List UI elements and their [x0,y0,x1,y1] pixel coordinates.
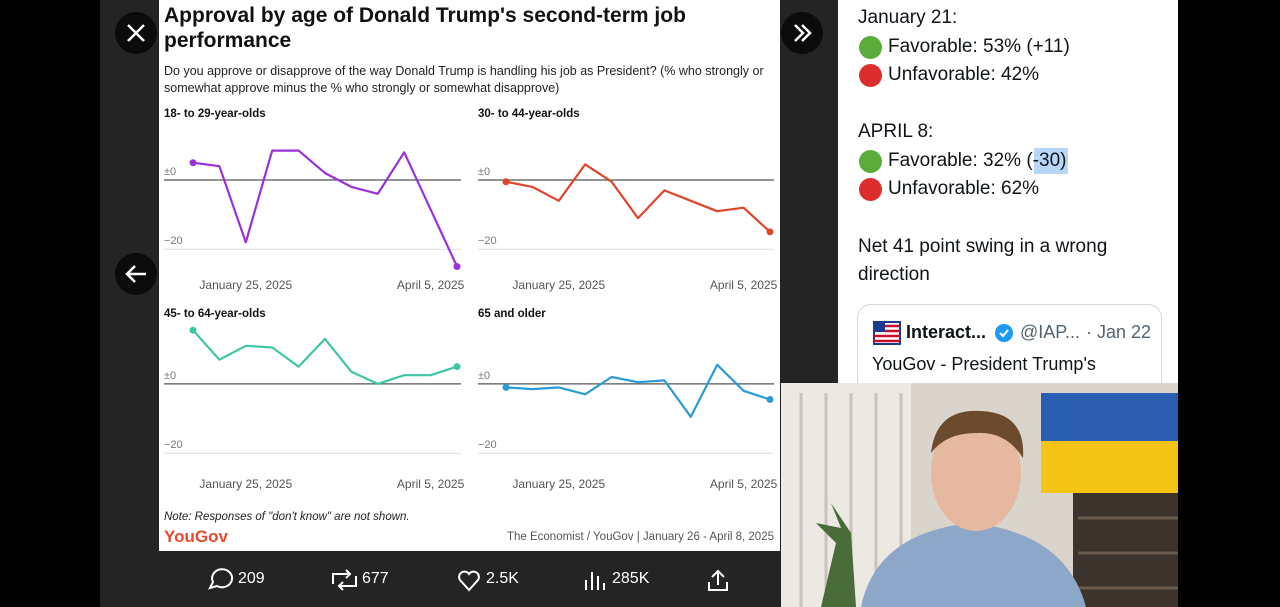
back-icon [125,265,146,283]
end-point [766,396,774,403]
end-point [453,263,461,271]
y-tick-label: −20 [478,235,497,247]
emoji-circle [859,36,882,59]
y-tick-label: ±0 [164,166,176,178]
post-line: Favorable: 32% (-30) [888,150,1067,171]
repost-icon[interactable] [332,569,357,591]
post-line: APRIL 8: [858,121,934,142]
x-tick-label: January 25, 2025 [199,477,292,491]
expand-icon [794,24,812,42]
quote-text: YouGov - President Trump's [872,354,1096,374]
brand: YouGov [164,527,228,546]
x-tick-label: April 5, 2025 [397,278,465,292]
card-subtitle: Do you approve or disapprove of the way … [164,64,764,95]
x-tick-label: April 5, 2025 [710,278,778,292]
x-tick-label: April 5, 2025 [710,477,778,491]
post-line: Net 41 point swing in a wrong direction [858,236,1108,285]
data-line [192,149,458,267]
webcam-video [781,383,1178,607]
post-line: Favorable: 53% (+11) [888,36,1070,57]
text-selection [1034,148,1068,174]
end-point [766,228,774,236]
y-tick-label: −20 [478,439,497,451]
data-line [505,363,771,418]
y-tick-label: −20 [164,235,183,247]
y-tick-label: ±0 [164,370,176,382]
y-tick-label: −20 [164,439,183,451]
card-title: Approval by age of Donald Trump's second… [164,4,686,52]
x-tick-label: January 25, 2025 [512,477,605,491]
panel-title: 65 and older [478,308,546,320]
end-point [502,178,510,186]
quote-handle: @IAP... [1020,322,1080,342]
panel-title: 30- to 44-year-olds [478,108,580,120]
post-panel [838,0,1178,383]
chart-card: Approval by age of Donald Trump's second… [159,0,780,551]
x-tick-label: January 25, 2025 [512,278,605,292]
note: Note: Responses of "don't know" are not … [164,511,410,523]
reply-count: 209 [238,570,265,587]
end-point [502,383,510,391]
like-count: 2.5K [486,570,519,587]
quote-name: Interact... [906,322,987,342]
quote-avatar [873,321,901,345]
close-icon [127,24,145,42]
panel-title: 45- to 64-year-olds [164,308,266,320]
repost-count: 677 [362,570,389,587]
post-line: Unfavorable: 62% [888,178,1040,199]
data-line [192,329,458,385]
quote-date: · Jan 22 [1086,322,1152,342]
reply-icon[interactable] [208,568,234,590]
post-line: Unfavorable: 42% [888,64,1040,85]
post-line: January 21: [858,7,958,28]
emoji-circle [859,64,882,87]
end-point [189,326,197,334]
x-tick-label: January 25, 2025 [199,278,292,292]
action-icons [208,568,728,592]
share-icon[interactable] [708,569,728,591]
view-count: 285K [612,570,650,587]
views-icon[interactable] [585,572,605,590]
verified-badge [995,324,1013,342]
emoji-circle [859,178,882,201]
end-point [189,159,197,167]
x-tick-label: April 5, 2025 [397,477,465,491]
emoji-circle [859,150,882,173]
y-tick-label: ±0 [478,370,490,382]
end-point [453,363,461,371]
source: The Economist / YouGov | January 26 - Ap… [507,531,774,543]
like-icon[interactable] [458,570,480,592]
data-line [505,163,771,233]
y-tick-label: ±0 [478,166,490,178]
panel-title: 18- to 29-year-olds [164,108,266,120]
